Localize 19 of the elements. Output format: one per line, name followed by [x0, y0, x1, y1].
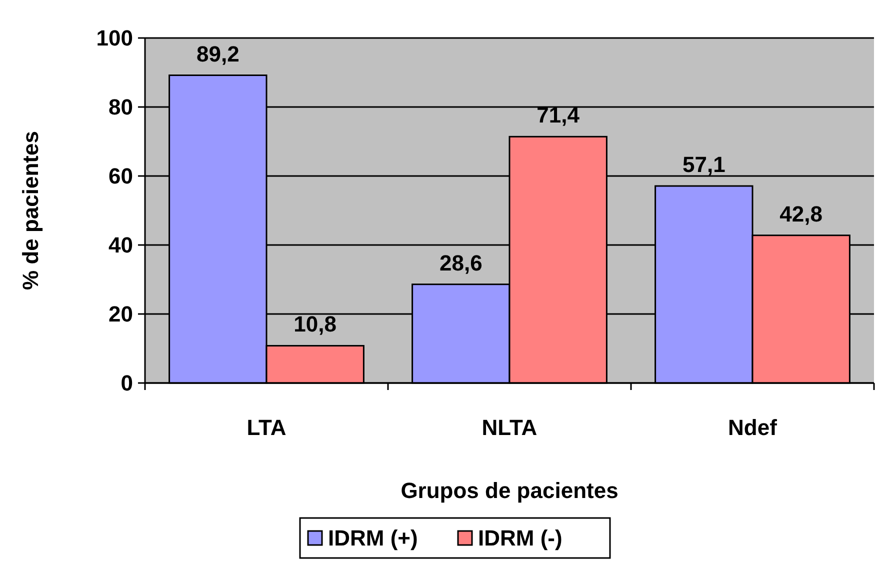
y-tick-label: 40: [108, 232, 133, 258]
legend-label: IDRM (+): [328, 526, 418, 551]
x-axis-title: Grupos de pacientes: [400, 478, 618, 503]
y-tick-label: 80: [108, 94, 133, 120]
x-tick-label: Ndef: [728, 415, 778, 440]
data-label: 71,4: [536, 102, 580, 128]
y-tick-label: 100: [96, 26, 133, 51]
legend-label: IDRM (-): [478, 526, 562, 551]
data-label: 89,2: [196, 41, 240, 66]
x-tick-label: LTA: [246, 415, 286, 440]
x-tick-label: NLTA: [482, 415, 538, 440]
data-label: 28,6: [439, 250, 482, 276]
data-label: 10,8: [294, 312, 337, 337]
y-tick-label: 0: [120, 370, 133, 396]
data-label: 42,8: [780, 201, 823, 226]
data-label: 57,1: [682, 152, 726, 178]
y-axis-title: % de pacientes: [18, 131, 43, 290]
y-tick-label: 60: [108, 164, 133, 189]
y-tick-label: 20: [108, 302, 133, 327]
